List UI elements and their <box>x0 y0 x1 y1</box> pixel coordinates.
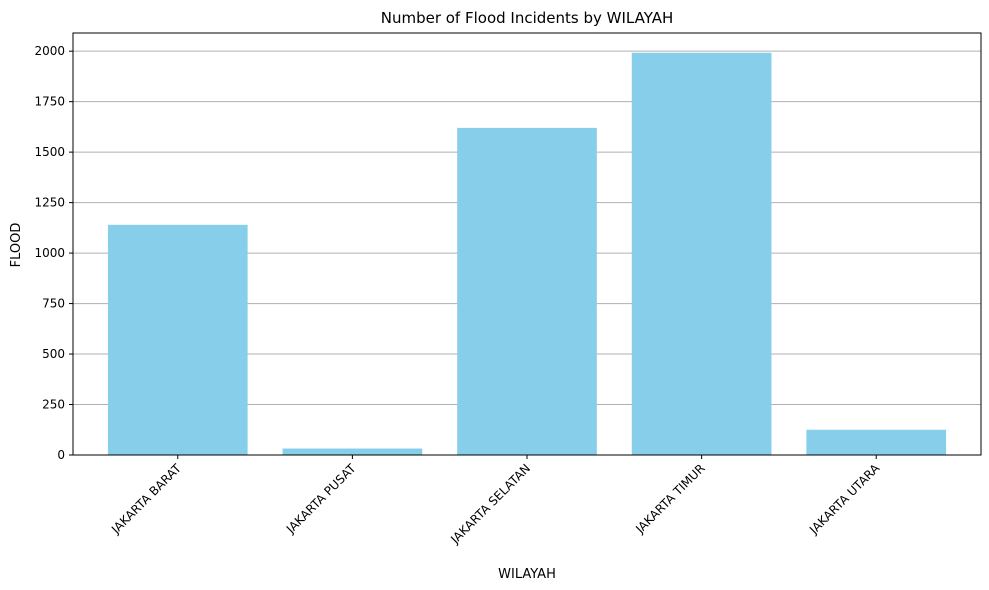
bar <box>457 127 597 455</box>
y-tick-label: 2000 <box>34 44 65 58</box>
y-tick-label: 1250 <box>34 196 65 210</box>
x-tick-label: JAKARTA UTARA <box>806 461 883 538</box>
chart-title: Number of Flood Incidents by WILAYAH <box>381 9 674 27</box>
y-tick-label: 1750 <box>34 95 65 109</box>
y-tick-label: 750 <box>42 297 65 311</box>
x-tick-label: JAKARTA PUSAT <box>283 461 359 537</box>
y-tick-label: 500 <box>42 347 65 361</box>
bar <box>282 448 423 455</box>
bar <box>631 52 772 455</box>
bar <box>107 224 248 455</box>
y-tick-label: 0 <box>57 448 65 462</box>
x-tick-label: JAKARTA BARAT <box>108 461 184 537</box>
y-tick-label: 250 <box>42 398 65 412</box>
bar <box>806 429 947 455</box>
x-axis-label: WILAYAH <box>498 567 556 582</box>
y-tick-label: 1000 <box>34 246 65 260</box>
bars <box>107 52 947 455</box>
y-ticks: 0 250 500 750 1000 1250 1500 1750 2000 <box>34 44 73 462</box>
x-tick-label: JAKARTA TIMUR <box>632 461 707 536</box>
x-ticks: JAKARTA BARAT JAKARTA PUSAT JAKARTA SELATA… <box>108 455 883 547</box>
y-axis-label: FLOOD <box>9 223 24 268</box>
x-tick-label: JAKARTA SELATAN <box>447 461 533 547</box>
y-tick-label: 1500 <box>34 145 65 159</box>
